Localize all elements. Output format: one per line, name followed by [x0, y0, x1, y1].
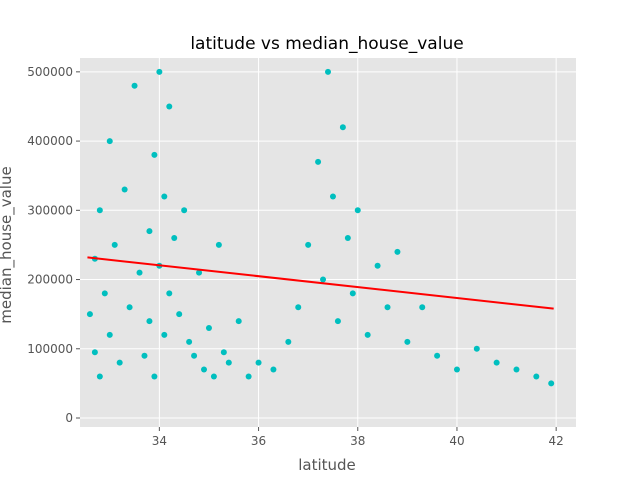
x-axis-ticks: 34 36 38 40 42: [152, 427, 564, 448]
data-point: [176, 311, 183, 318]
data-point: [473, 345, 480, 352]
data-point: [210, 373, 217, 380]
data-point: [493, 359, 500, 366]
data-point: [116, 359, 123, 366]
data-point: [86, 311, 93, 318]
x-tick-label: 38: [350, 434, 365, 448]
plot-area: [80, 58, 576, 427]
data-point: [91, 349, 98, 356]
data-point: [384, 304, 391, 311]
data-point: [270, 366, 277, 373]
data-point: [215, 241, 222, 248]
fit-line: [87, 256, 554, 310]
data-point: [295, 304, 302, 311]
data-point: [101, 290, 108, 297]
data-point: [325, 68, 331, 75]
y-axis-ticks: 0 100000 200000 300000 400000 500000: [27, 65, 80, 425]
data-point: [171, 235, 178, 241]
grid: [80, 58, 576, 427]
data-point: [533, 373, 540, 380]
data-point: [513, 366, 520, 373]
data-point: [96, 207, 103, 214]
x-tick-label: 36: [251, 434, 266, 448]
data-point: [161, 193, 168, 200]
x-tick-label: 34: [152, 434, 167, 448]
data-point: [156, 68, 163, 75]
data-point: [404, 338, 411, 345]
data-point: [166, 103, 173, 110]
data-point: [245, 373, 252, 380]
x-tick-label: 40: [449, 434, 464, 448]
data-point: [106, 331, 113, 338]
y-tick-label: 0: [65, 411, 73, 425]
data-point: [161, 331, 168, 338]
data-point: [96, 373, 103, 380]
data-point: [146, 228, 153, 235]
data-point: [126, 304, 133, 311]
data-point: [344, 235, 351, 241]
data-point: [225, 359, 232, 366]
data-point: [329, 193, 336, 200]
data-point: [205, 325, 212, 331]
data-point: [196, 269, 203, 276]
data-point: [220, 349, 227, 356]
data-point: [339, 124, 346, 131]
data-point: [201, 366, 207, 373]
data-point: [191, 352, 198, 359]
y-tick-label: 300000: [27, 203, 73, 217]
data-point: [181, 207, 188, 214]
data-point: [106, 138, 113, 145]
data-point: [305, 241, 312, 248]
data-point: [146, 318, 153, 325]
data-point: [151, 151, 158, 158]
data-point: [136, 269, 143, 276]
data-point: [111, 241, 118, 248]
data-point: [141, 352, 148, 359]
y-tick-label: 100000: [27, 342, 73, 356]
data-point: [419, 304, 426, 311]
data-point: [151, 373, 158, 380]
data-point: [434, 352, 441, 359]
chart-title: latitude vs median_house_value: [190, 34, 463, 54]
y-tick-label: 400000: [27, 134, 73, 148]
data-point: [121, 186, 128, 193]
data-point: [349, 290, 356, 297]
y-tick-label: 500000: [27, 65, 73, 79]
data-point: [166, 290, 173, 297]
data-point: [131, 82, 138, 89]
data-point: [320, 276, 327, 283]
data-point: [394, 248, 401, 255]
fit-line-group: [87, 256, 554, 310]
y-tick-label: 200000: [27, 273, 73, 287]
y-axis-label: median_house_value: [0, 166, 16, 323]
x-axis-label: latitude: [298, 456, 356, 474]
data-point: [186, 338, 193, 345]
data-point: [285, 338, 292, 345]
data-point: [235, 318, 242, 325]
data-point: [255, 359, 262, 366]
data-point: [354, 207, 361, 214]
data-point: [548, 380, 555, 387]
data-point: [315, 158, 322, 165]
data-point: [453, 366, 460, 373]
x-tick-label: 42: [549, 434, 564, 448]
data-points: [86, 68, 555, 387]
data-point: [364, 331, 371, 338]
data-point: [374, 262, 381, 269]
data-point: [334, 318, 341, 325]
